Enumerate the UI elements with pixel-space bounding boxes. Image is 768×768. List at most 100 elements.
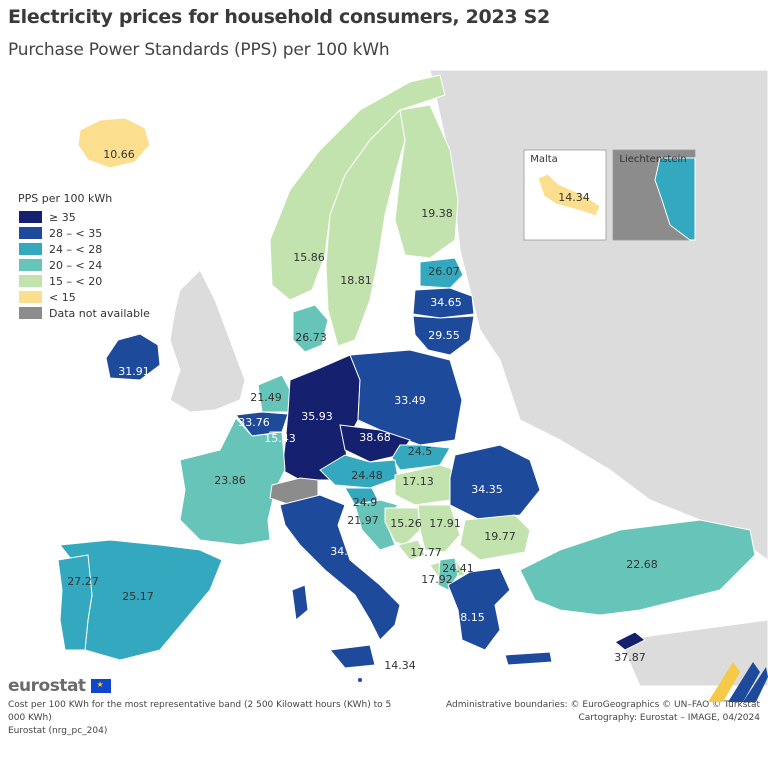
country-ME[interactable] [397, 539, 426, 561]
value-label-GR: 28.15 [453, 611, 485, 624]
country-SE[interactable] [325, 108, 406, 347]
country-IT[interactable] [279, 494, 401, 641]
value-label-AT: 24.48 [351, 469, 383, 482]
legend-item: < 15 [18, 289, 150, 305]
europe-map: 10.66 15.86 18.81 19.38 26.07 34.65 29.5… [57, 69, 768, 686]
legend-label: 24 – < 28 [49, 242, 103, 256]
value-label-BA: 15.26 [390, 517, 422, 530]
cartography-credit: Cartography: Eurostat – IMAGE, 04/2024 [578, 713, 760, 723]
legend-swatch [18, 306, 43, 320]
inset-malta-island [537, 173, 601, 217]
value-label-BE: 33.76 [238, 416, 270, 429]
value-label-EE: 26.07 [428, 265, 460, 278]
legend-label: 20 – < 24 [49, 258, 103, 272]
value-label-CY: 37.87 [614, 651, 646, 664]
legend-swatch [18, 242, 43, 256]
value-label-AL: 24.41 [442, 562, 474, 575]
footnote-line-1: Cost per 100 KWh for the most representa… [8, 700, 392, 710]
value-label-NL: 21.49 [250, 391, 282, 404]
map-value-labels: 10.66 15.86 18.81 19.38 26.07 34.65 29.5… [67, 148, 686, 672]
eurostat-wordmark: eurostat [8, 676, 86, 696]
country-MT[interactable] [358, 678, 362, 682]
country-DK[interactable] [292, 304, 329, 353]
legend-swatch [18, 290, 43, 304]
country-TR[interactable] [519, 519, 756, 616]
credits: Administrative boundaries: © EuroGeograp… [420, 699, 760, 725]
value-label-FI: 19.38 [421, 207, 453, 220]
value-label-TR: 22.68 [626, 558, 658, 571]
inset-liechtenstein-title: Liechtenstein [619, 154, 686, 165]
inset-malta-title: Malta [530, 154, 558, 165]
value-label-RS: 17.91 [429, 517, 461, 530]
value-label-DK: 26.73 [295, 331, 327, 344]
value-label-NO: 15.86 [293, 251, 325, 264]
country-FI[interactable] [394, 104, 459, 259]
value-label-BG: 19.77 [484, 530, 516, 543]
value-label-DE: 35.93 [301, 410, 333, 423]
value-label-ES: 25.17 [122, 590, 154, 603]
map-subtitle: Purchase Power Standards (PPS) per 100 k… [8, 40, 390, 60]
value-label-MT: 14.34 [384, 659, 416, 672]
country-RO[interactable] [449, 444, 541, 521]
corner-decoration-icon [708, 662, 768, 702]
legend-title: PPS per 100 kWh [18, 192, 113, 205]
legend-label: ≥ 35 [49, 210, 76, 224]
country-GR[interactable] [447, 567, 511, 651]
legend-swatch [18, 226, 43, 240]
legend-item: 28 – < 35 [18, 225, 150, 241]
value-label-IS: 10.66 [103, 148, 135, 161]
legend-item: 24 – < 28 [18, 241, 150, 257]
country-IT-sicily[interactable] [329, 644, 376, 669]
map-legend: PPS per 100 kWh ≥ 35 28 – < 35 24 – < 28 20… [16, 190, 156, 325]
country-IS[interactable] [77, 117, 151, 169]
country-EE[interactable] [419, 257, 464, 289]
legend-label: 28 – < 35 [49, 226, 103, 240]
legend-item: 15 – < 20 [18, 273, 150, 289]
legend-item: ≥ 35 [18, 209, 150, 225]
country-FR[interactable] [179, 417, 286, 546]
country-RS[interactable] [417, 504, 461, 553]
legend-item: Data not available [18, 305, 150, 321]
value-label-LV: 34.65 [430, 296, 462, 309]
country-IE[interactable] [105, 333, 161, 381]
country-BG[interactable] [459, 514, 531, 561]
country-LV[interactable] [412, 287, 475, 319]
value-label-PL: 33.49 [394, 394, 426, 407]
value-label-MK: 17.92 [421, 573, 453, 586]
value-label-LT: 29.55 [428, 329, 460, 342]
value-label-MT-inset: 14.34 [558, 191, 590, 204]
footnote-line-2: 000 KWh) [8, 713, 52, 723]
value-label-SI: 24.9 [353, 496, 378, 509]
value-label-LU: 15.43 [264, 432, 296, 445]
legend-label: 15 – < 20 [49, 274, 103, 288]
country-AT[interactable] [319, 454, 399, 489]
country-PL[interactable] [349, 349, 463, 446]
value-label-CZ: 38.68 [359, 431, 391, 444]
value-label-ME: 17.77 [410, 546, 442, 559]
value-label-SE: 18.81 [340, 274, 372, 287]
legend-item: 20 – < 24 [18, 257, 150, 273]
footnote: Cost per 100 KWh for the most representa… [8, 699, 408, 738]
country-IT-sardinia[interactable] [291, 584, 309, 621]
country-CY[interactable] [614, 631, 646, 651]
value-label-HR: 21.97 [347, 514, 379, 527]
eurostat-logo: eurostat ★ [8, 676, 111, 696]
eu-flag-icon: ★ [90, 679, 111, 693]
legend-swatch [18, 258, 43, 272]
value-label-IE: 31.91 [118, 365, 150, 378]
value-label-HU: 17.13 [402, 475, 434, 488]
inset-liechtenstein-area [654, 157, 696, 241]
legend-swatch [18, 274, 43, 288]
boundaries-credit: Administrative boundaries: © EuroGeograp… [445, 700, 760, 710]
country-LT[interactable] [412, 315, 475, 356]
legend-label: Data not available [49, 306, 150, 320]
value-label-IT: 34.88 [330, 545, 362, 558]
value-label-FR: 23.86 [214, 474, 246, 487]
value-label-RO: 34.35 [471, 483, 503, 496]
value-label-PT: 27.27 [67, 575, 99, 588]
country-GR-crete[interactable] [504, 651, 553, 666]
value-label-SK: 24.5 [408, 445, 433, 458]
legend-swatch [18, 210, 43, 224]
country-PT[interactable] [57, 554, 93, 651]
source-line: Eurostat (nrg_pc_204) [8, 726, 108, 736]
